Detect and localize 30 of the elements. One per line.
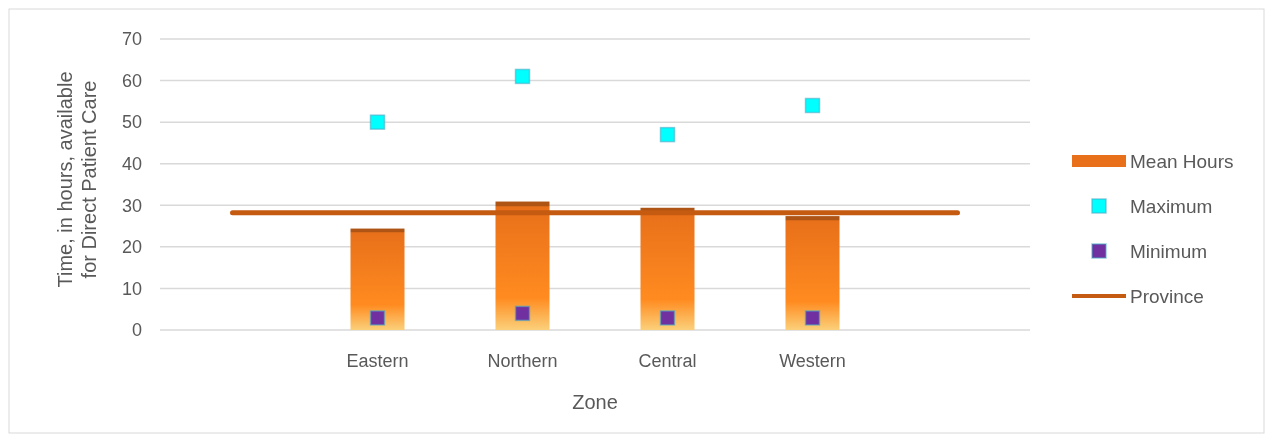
bar bbox=[495, 201, 550, 330]
legend-label: Minimum bbox=[1130, 240, 1208, 262]
legend-label: Maximum bbox=[1130, 195, 1213, 217]
point bbox=[659, 310, 676, 326]
legend-label: Province bbox=[1130, 285, 1204, 307]
y-tick-label: 70 bbox=[121, 29, 142, 50]
x-tick-label: Central bbox=[638, 351, 697, 371]
y-tick-label: 40 bbox=[121, 154, 142, 175]
y-tick-label: 20 bbox=[121, 237, 142, 258]
y-tick-label: 60 bbox=[121, 70, 142, 91]
legend-label: Mean Hours bbox=[1130, 150, 1234, 172]
y-axis-title: Time, in hours, available for Direct Patient Care bbox=[54, 71, 100, 288]
point bbox=[369, 310, 386, 326]
point bbox=[369, 114, 386, 130]
point bbox=[514, 68, 531, 85]
x-tick-label: Western bbox=[779, 351, 846, 371]
bar bbox=[785, 216, 840, 330]
point bbox=[804, 310, 821, 326]
x-tick-label: Eastern bbox=[346, 351, 409, 371]
x-tick-label: Northern bbox=[487, 351, 558, 371]
y-tick-label: 0 bbox=[131, 320, 142, 341]
x-axis-title: Zone bbox=[572, 391, 618, 413]
y-tick-label: 50 bbox=[121, 112, 142, 133]
point bbox=[804, 97, 821, 114]
bar bbox=[350, 228, 405, 330]
point bbox=[514, 305, 531, 322]
point bbox=[659, 126, 676, 143]
bar bbox=[640, 207, 695, 330]
y-tick-label: 30 bbox=[121, 195, 142, 216]
y-tick-label: 10 bbox=[121, 278, 142, 299]
